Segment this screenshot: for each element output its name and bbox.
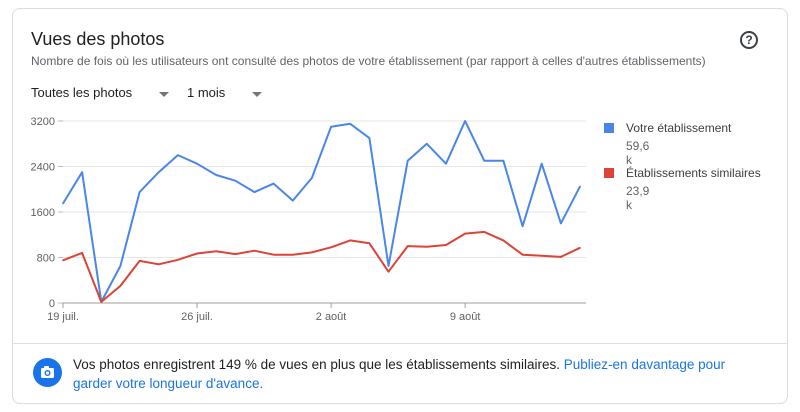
data-point <box>349 123 352 125</box>
data-point <box>387 270 390 273</box>
data-point <box>406 160 409 162</box>
data-point <box>521 253 524 256</box>
legend-swatch-own <box>604 123 614 133</box>
data-point <box>330 246 332 249</box>
x-tick-label: 19 juil. <box>47 311 79 323</box>
period-dropdown[interactable]: 1 mois <box>187 85 226 100</box>
data-point <box>579 185 581 188</box>
photo-type-dropdown[interactable]: Toutes les photos <box>31 85 133 100</box>
data-point <box>540 254 543 257</box>
data-point <box>483 231 486 233</box>
legend-label-own: Votre établissement <box>626 121 732 135</box>
data-point <box>119 285 122 287</box>
help-circle-icon[interactable]: ? <box>740 31 758 49</box>
legend-swatch-similar <box>604 168 614 178</box>
series-line-similar <box>62 230 581 303</box>
data-point <box>196 252 198 255</box>
data-point <box>291 199 294 202</box>
data-point <box>215 250 217 253</box>
footer-message: Vos photos enregistrent 149 % de vues en… <box>73 355 763 393</box>
legend-label-similar: Établissements similaires <box>626 166 761 180</box>
data-point <box>253 191 256 193</box>
x-tick-label: 2 août <box>316 311 347 323</box>
data-point <box>234 253 237 255</box>
data-point <box>119 265 122 267</box>
data-point <box>502 160 505 162</box>
data-point <box>502 239 505 242</box>
data-point <box>560 222 562 225</box>
data-point <box>291 253 294 256</box>
data-point <box>426 245 428 248</box>
camera-icon <box>33 358 62 387</box>
data-point <box>157 263 160 266</box>
data-point <box>579 247 581 249</box>
data-point <box>62 259 64 262</box>
data-point <box>387 265 390 267</box>
data-point <box>234 179 237 182</box>
data-point <box>464 120 466 122</box>
legend-total-similar: 23,9 k <box>626 184 650 212</box>
data-point <box>253 249 256 252</box>
data-point <box>330 125 332 128</box>
photo-views-chart: 0 800 1600 2400 3200 19 juil. 26 juil. 2 août 9 … <box>31 116 586 323</box>
data-point <box>177 154 179 156</box>
data-point <box>311 251 313 254</box>
data-point <box>81 171 83 173</box>
card-title: Vues des photos <box>31 29 165 49</box>
y-tick-label: 0 <box>49 298 55 310</box>
data-point <box>560 256 562 258</box>
data-point <box>81 252 83 254</box>
data-point <box>521 225 524 228</box>
data-point <box>272 182 275 185</box>
data-point <box>445 244 447 246</box>
data-point <box>483 160 486 162</box>
data-point <box>157 171 160 173</box>
y-tick-label: 3200 <box>31 116 55 128</box>
data-point <box>311 177 313 179</box>
chevron-down-icon[interactable] <box>252 92 262 97</box>
data-point <box>215 174 217 176</box>
series-line-own <box>62 120 581 303</box>
data-point <box>272 253 275 256</box>
chevron-down-icon[interactable] <box>159 92 169 97</box>
y-tick-label: 1600 <box>31 207 55 219</box>
data-point <box>368 242 371 245</box>
data-point <box>138 191 141 193</box>
data-point <box>426 142 428 145</box>
y-tick-label: 800 <box>37 253 55 265</box>
x-tick-label: 26 juil. <box>181 311 213 323</box>
data-point <box>196 162 198 165</box>
legend-total-own: 59,6 k <box>626 139 650 167</box>
data-point <box>177 258 179 261</box>
data-point <box>368 137 371 139</box>
data-point <box>349 239 352 242</box>
data-point <box>406 245 409 247</box>
data-point <box>138 260 141 262</box>
footer-message-text: Vos photos enregistrent 149 % de vues en… <box>73 357 564 372</box>
data-point <box>62 202 64 205</box>
y-tick-label: 2400 <box>31 162 55 174</box>
photo-views-card: Vues des photos Nombre de fois où les ut… <box>12 8 788 404</box>
data-point <box>464 232 466 235</box>
card-subtitle: Nombre de fois où les utilisateurs ont c… <box>31 54 706 68</box>
data-point <box>100 301 103 303</box>
footer-divider <box>13 343 787 344</box>
data-point <box>540 162 543 165</box>
data-point <box>445 162 447 165</box>
x-tick-label: 9 août <box>450 311 481 323</box>
publish-more-link[interactable]: Publiez-en davantage pour garder votre l… <box>73 357 726 391</box>
